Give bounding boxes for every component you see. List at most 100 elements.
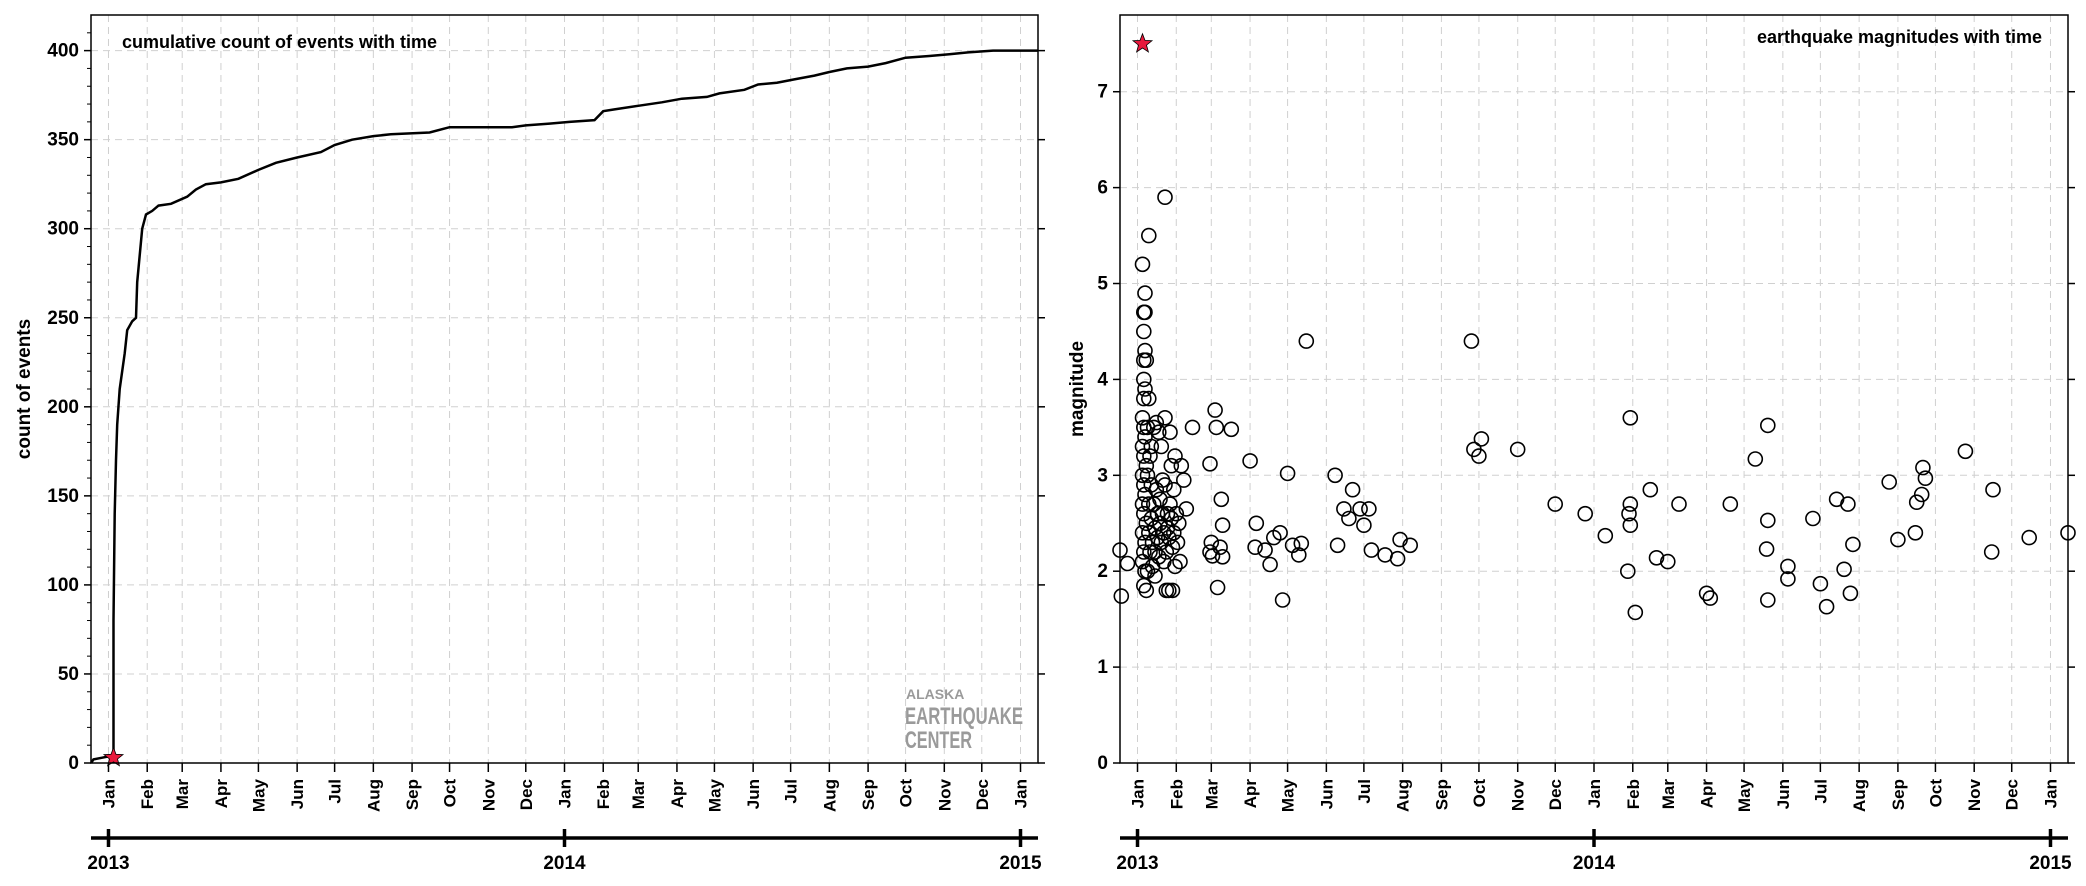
magnitude-point [1161, 529, 1177, 546]
magnitude-point [1463, 333, 1480, 349]
magnitude-point [1184, 419, 1201, 436]
left-x-ticks: Jan Feb Mar Apr May Jun Jul Aug Sep Oct Nov Dec Jan F… [100, 763, 1031, 812]
y-tick-label: 100 [47, 575, 79, 596]
magnitude-point [1134, 438, 1151, 455]
magnitude-points [1112, 189, 2076, 621]
magnitude-point [1223, 421, 1240, 438]
magnitude-point [1402, 537, 1418, 554]
magnitude-point [1247, 539, 1263, 556]
magnitude-point [1157, 189, 1173, 205]
magnitude-point [1758, 541, 1775, 557]
magnitude-point [1620, 563, 1636, 580]
magnitude-point [1344, 481, 1361, 498]
x-tick-label: Oct [1926, 779, 1945, 808]
year-tick-label: 2014 [543, 853, 586, 874]
magnitude-point [1136, 390, 1152, 407]
x-tick-label: Dec [2003, 779, 2022, 810]
magnitude-point [1202, 455, 1218, 472]
x-tick-label: May [249, 778, 268, 812]
magnitude-point [1473, 431, 1490, 447]
magnitude-point [1257, 542, 1273, 558]
y-tick-label: 4 [1097, 369, 1108, 390]
magnitude-point [1622, 496, 1639, 512]
x-tick-label: Aug [1850, 779, 1869, 812]
magnitude-point [1291, 547, 1307, 563]
magnitude-point [1166, 481, 1182, 498]
x-tick-label: Apr [1698, 779, 1717, 809]
magnitude-point [1214, 517, 1231, 534]
magnitude-point [1134, 553, 1151, 570]
year-tick-label: 2013 [87, 853, 129, 874]
magnitude-point [1597, 527, 1614, 544]
y-tick-label: 200 [47, 397, 79, 418]
x-tick-label: Nov [935, 778, 954, 811]
magnitude-point [1139, 563, 1156, 580]
y-tick-label: 50 [58, 664, 79, 685]
magnitude-point [1143, 438, 1160, 455]
magnitude-point [1471, 448, 1487, 464]
magnitude-point [1212, 539, 1228, 556]
magnitude-point [1760, 512, 1776, 529]
magnitude-point [1167, 448, 1183, 464]
magnitude-point [1137, 342, 1153, 359]
magnitude-point [1113, 588, 1130, 604]
magnitude-point [1138, 582, 1155, 599]
y-tick-label: 400 [47, 41, 79, 62]
y-tick-label: 300 [47, 219, 79, 240]
magnitude-point [1208, 419, 1225, 436]
x-tick-label: Feb [138, 779, 157, 809]
magnitude-point [1134, 496, 1151, 512]
magnitude-point [1890, 531, 1906, 548]
magnitude-point [1136, 304, 1152, 321]
magnitude-point [1136, 448, 1152, 464]
magnitude-point [1147, 568, 1163, 584]
magnitude-panel: 0 1 2 3 4 5 6 7 Jan Feb Mar Apr May Jun Jul Aug Sep Oct N… [1067, 14, 2076, 874]
magnitude-point [1760, 592, 1776, 608]
magnitude-point [1329, 537, 1346, 554]
magnitude-point [1642, 481, 1659, 498]
magnitude-point [1166, 524, 1182, 541]
magnitude-point [1119, 555, 1136, 572]
magnitude-point [1293, 535, 1310, 552]
x-tick-label: Nov [1965, 778, 1984, 811]
x-tick-label: Dec [1546, 779, 1565, 810]
magnitude-point [1327, 467, 1343, 484]
x-tick-label: Nov [1509, 778, 1528, 811]
right-grid [1120, 15, 2068, 764]
y-tick-label: 150 [47, 486, 79, 507]
magnitude-point [1134, 409, 1151, 426]
x-tick-label: Mar [1202, 779, 1221, 810]
x-tick-label: May [1735, 778, 1754, 812]
year-tick-label: 2015 [2029, 853, 2072, 874]
magnitude-point [1509, 441, 1526, 458]
magnitude-point [1161, 582, 1177, 599]
x-tick-label: Jan [1012, 779, 1031, 808]
magnitude-point [1760, 417, 1776, 434]
magnitude-point [1142, 544, 1158, 560]
right-x-ticks: Jan Feb Mar Apr May Jun Jul Aug Sep Oct Nov Dec Jan F… [1129, 763, 2061, 812]
left-year-ticks: 2013 2014 2015 [87, 829, 1042, 874]
left-y-ticks: 0 50 100 150 200 250 300 350 400 [47, 32, 1045, 774]
y-tick-label: 1 [1097, 657, 1108, 678]
magnitude-point [1141, 390, 1157, 407]
y-tick-label: 0 [68, 753, 79, 774]
magnitude-point [1168, 505, 1185, 522]
magnitude-point [1845, 536, 1861, 553]
magnitude-point [1336, 501, 1352, 517]
x-tick-label: Sep [1889, 779, 1908, 810]
x-tick-label: Oct [897, 779, 916, 808]
magnitude-point [1209, 579, 1226, 596]
x-tick-label: Jul [1811, 779, 1830, 804]
x-tick-label: Sep [859, 779, 878, 810]
magnitude-point [1207, 402, 1223, 418]
magnitude-point [1153, 438, 1170, 455]
x-tick-label: Oct [441, 779, 460, 808]
mainshock-star-right [1131, 32, 1154, 53]
magnitude-point [1262, 556, 1278, 573]
magnitude-point [1152, 491, 1168, 508]
magnitude-point [1272, 524, 1288, 541]
magnitude-point [1702, 590, 1719, 606]
magnitude-point [1836, 561, 1852, 578]
y-tick-label: 2 [1097, 561, 1108, 582]
x-tick-label: Oct [1470, 779, 1489, 808]
